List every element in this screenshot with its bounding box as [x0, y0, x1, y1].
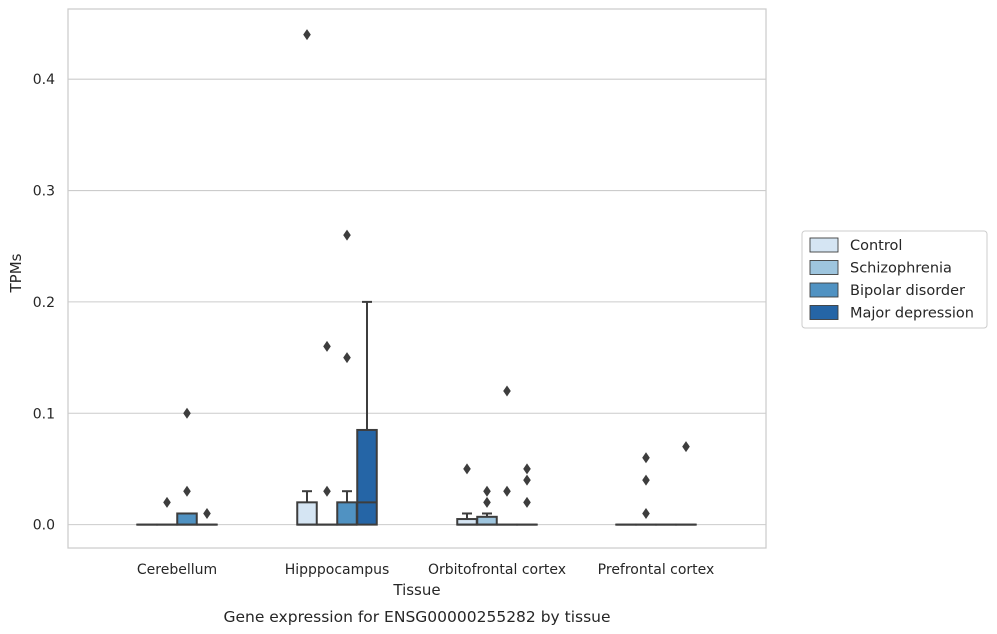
y-tick-label: 0.3	[33, 184, 55, 200]
box-group	[356, 300, 378, 526]
outlier-point	[642, 507, 650, 519]
legend-swatch	[809, 260, 839, 275]
outlier-point	[343, 352, 351, 364]
legend-label: Schizophrenia	[850, 261, 952, 277]
outlier-point	[523, 496, 531, 508]
box-group	[296, 29, 318, 526]
outlier-point	[483, 496, 491, 508]
outlier-point	[303, 29, 311, 41]
outlier-point	[323, 485, 331, 497]
legend-swatch	[809, 282, 839, 298]
box-group	[456, 463, 478, 526]
plot-frame	[67, 8, 767, 549]
x-tick-label: Orbitofrontal cortex	[428, 562, 566, 578]
box-group	[476, 485, 498, 526]
legend-frame	[801, 230, 988, 329]
outlier-point	[203, 507, 211, 519]
outlier-point	[163, 496, 171, 508]
box-group	[156, 496, 178, 526]
y-tick-label: 0.4	[33, 72, 55, 88]
legend-label: Bipolar disorder	[850, 283, 965, 299]
x-tick-label: Hipppocampus	[285, 562, 390, 578]
chart-caption: Gene expression for ENSG00000255282 by t…	[223, 608, 610, 626]
x-tick-labels: Cerebellum Hipppocampus Orbitofrontal cort…	[137, 562, 714, 578]
legend-items: Control Schizophrenia Bipolar disorder Majo…	[809, 237, 974, 322]
outlier-point	[323, 340, 331, 352]
box	[336, 501, 358, 526]
box-group	[496, 385, 518, 526]
outlier-point	[503, 385, 511, 397]
outlier-point	[463, 463, 471, 475]
x-tick-label: Cerebellum	[137, 562, 217, 578]
box	[356, 428, 378, 526]
legend-swatch	[809, 237, 839, 253]
legend-label: Control	[850, 238, 902, 254]
box-group	[336, 229, 358, 526]
box-group	[176, 407, 198, 526]
outlier-point	[642, 474, 650, 486]
x-tick-label: Prefrontal cortex	[598, 562, 715, 578]
box	[476, 515, 498, 526]
outlier-point	[642, 452, 650, 464]
box-group	[635, 452, 657, 526]
box-group	[675, 441, 697, 526]
outlier-point	[682, 441, 690, 453]
outlier-point	[483, 485, 491, 497]
y-axis-label: TPMs	[7, 253, 25, 293]
x-axis-label: Tissue	[392, 581, 440, 599]
outlier-point	[503, 485, 511, 497]
y-tick-label: 0.1	[33, 406, 55, 422]
y-tick-label: 0.2	[33, 295, 55, 311]
grid-lines	[68, 78, 766, 526]
legend-swatch	[809, 305, 839, 320]
outlier-point	[183, 407, 191, 419]
box	[176, 512, 198, 526]
legend: Control Schizophrenia Bipolar disorder Majo…	[801, 230, 988, 329]
outlier-point	[183, 485, 191, 497]
box-plot-series	[136, 29, 697, 526]
box-group	[516, 463, 538, 526]
y-tick-label: 0.0	[33, 518, 55, 534]
legend-label: Major depression	[850, 306, 974, 322]
box	[296, 501, 318, 526]
box-group	[196, 507, 218, 526]
outlier-point	[523, 474, 531, 486]
outlier-point	[343, 229, 351, 241]
y-tick-labels: 0.0 0.1 0.2 0.3 0.4	[33, 72, 55, 533]
outlier-point	[523, 463, 531, 475]
box-group	[316, 340, 338, 526]
